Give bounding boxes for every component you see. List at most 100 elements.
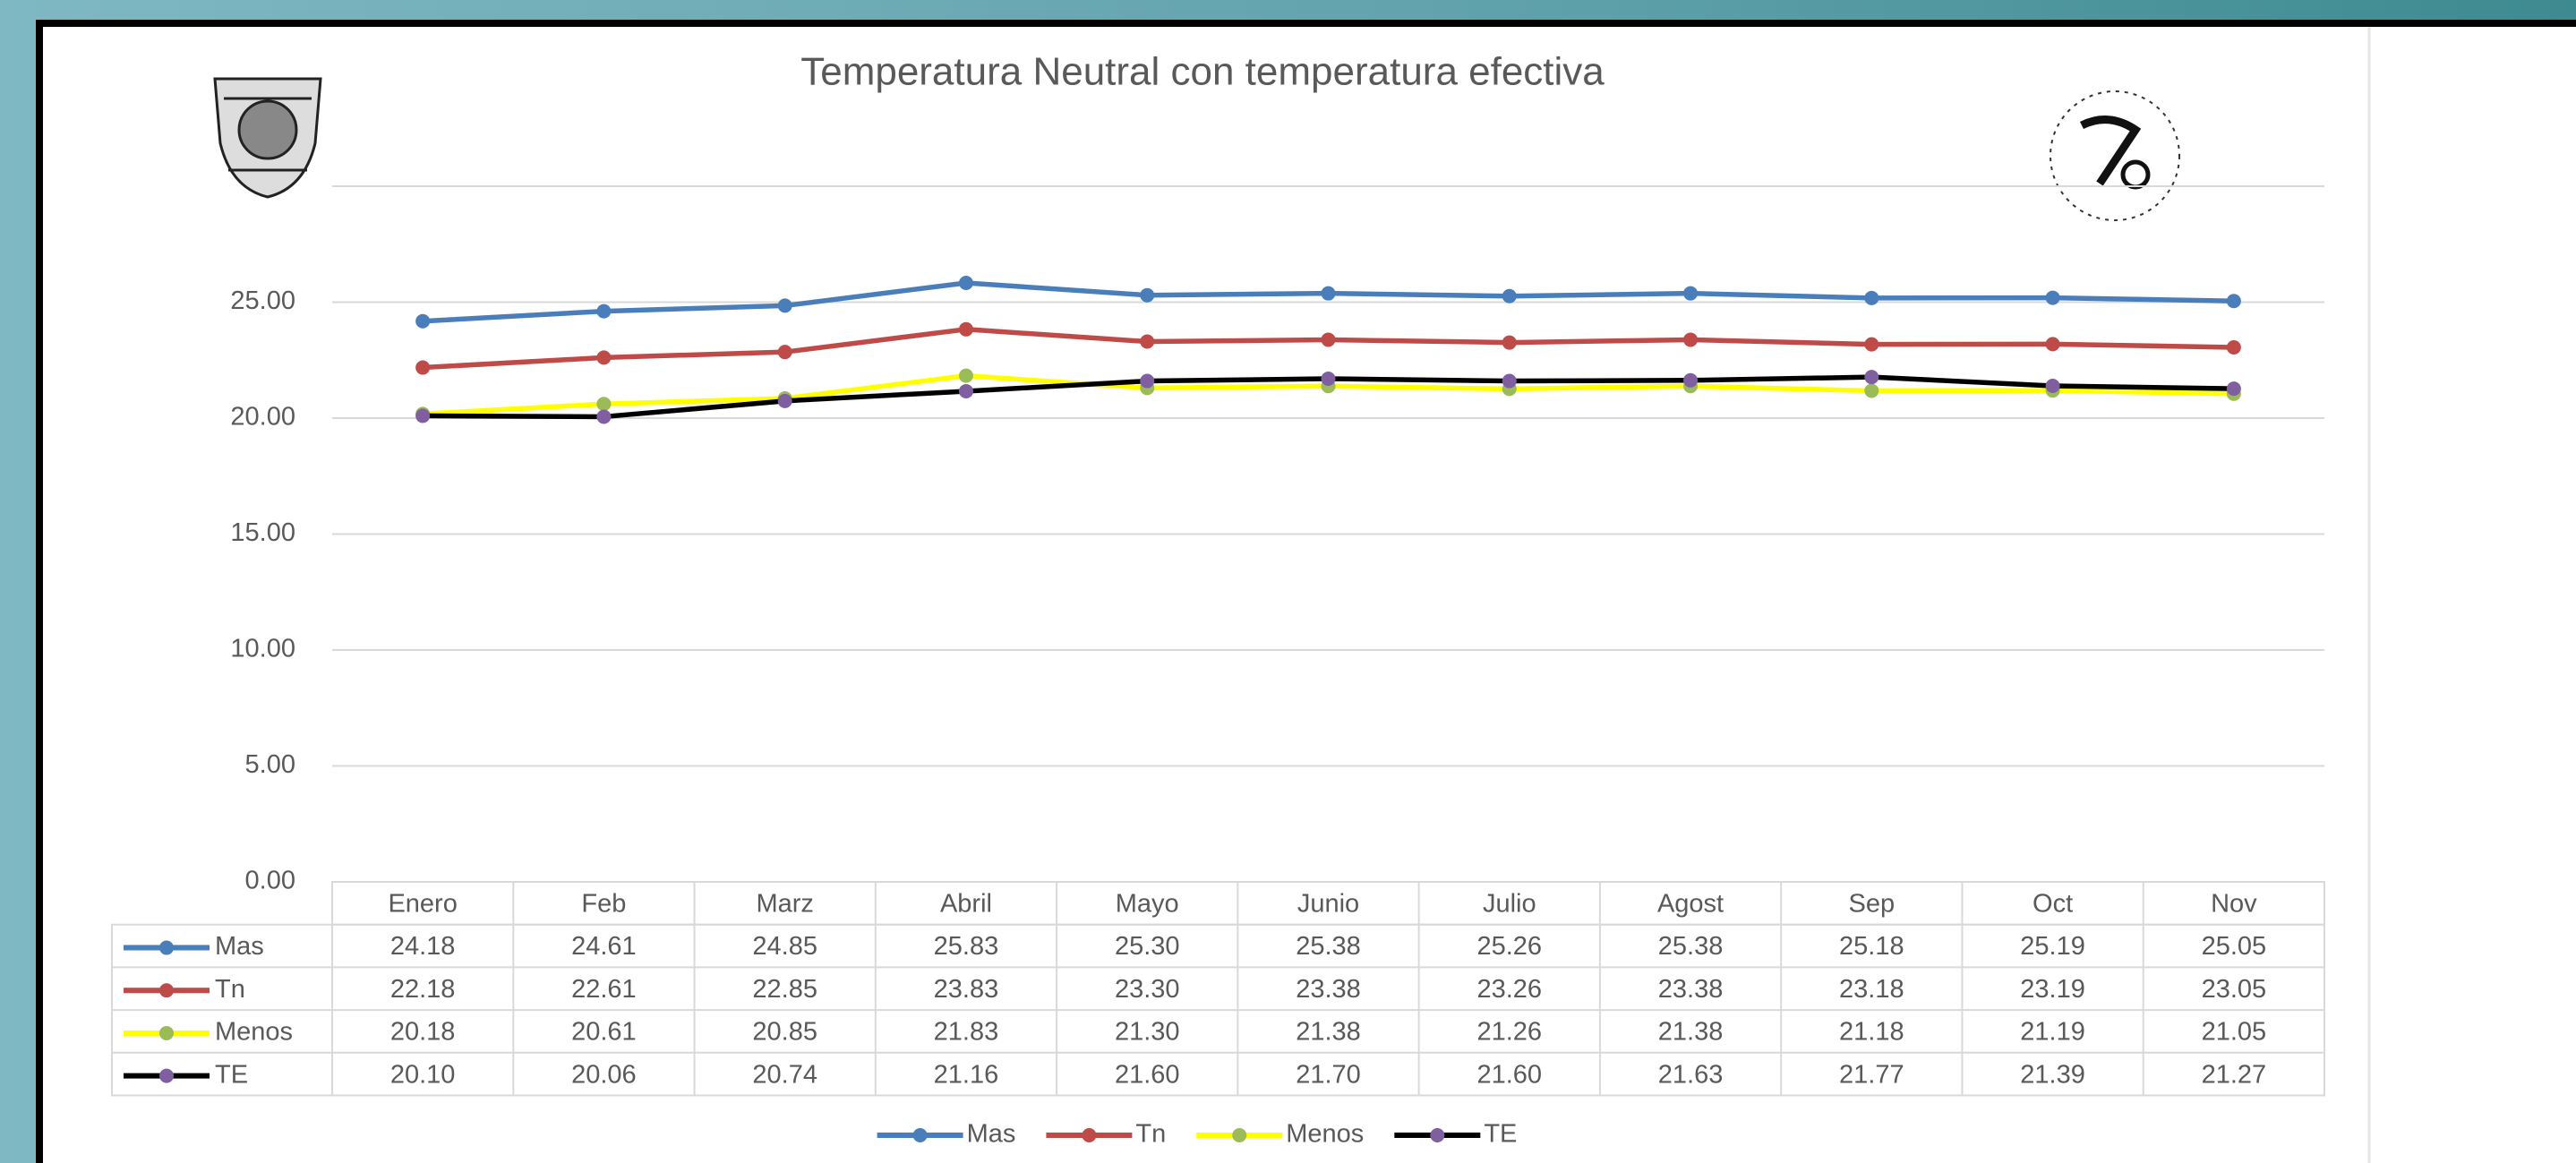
logo-right <box>2045 86 2185 226</box>
legend-key-marker <box>912 1128 928 1142</box>
series-marker <box>777 393 792 408</box>
series-marker <box>1502 288 1517 304</box>
table-value: 24.85 <box>752 932 817 961</box>
x-tick-label: Sep <box>1849 890 1896 919</box>
slide-background <box>43 27 2576 1163</box>
series-marker <box>596 350 612 365</box>
series-marker <box>1683 332 1699 347</box>
series-marker <box>415 313 431 329</box>
series-marker <box>1864 370 1879 385</box>
table-value: 21.60 <box>1115 1060 1180 1089</box>
table-value: 25.83 <box>934 932 999 961</box>
y-tick-label: 20.00 <box>230 403 295 432</box>
table-value: 21.27 <box>2202 1060 2267 1089</box>
table-series-name: Menos <box>215 1018 293 1047</box>
table-value: 25.05 <box>2202 932 2267 961</box>
x-tick-label: Feb <box>581 890 626 919</box>
legend-key-marker <box>1082 1128 1097 1142</box>
table-value: 25.30 <box>1115 932 1180 961</box>
series-marker <box>596 397 612 412</box>
legend-key-marker <box>1232 1128 1247 1142</box>
table-legend-key-marker <box>159 1025 174 1040</box>
table-value: 25.38 <box>1658 932 1724 961</box>
series-marker <box>958 321 973 337</box>
y-tick-label: 25.00 <box>230 286 295 315</box>
table-value: 23.83 <box>934 975 999 1004</box>
table-value: 21.38 <box>1296 1018 1361 1047</box>
chart-title: Temperatura Neutral con temperatura efec… <box>800 50 1605 94</box>
table-value: 21.70 <box>1296 1060 1361 1089</box>
y-tick-label: 0.00 <box>245 867 295 895</box>
legend-label: Menos <box>1286 1120 1364 1149</box>
series-marker <box>2226 381 2241 397</box>
legend-key-marker <box>1430 1128 1445 1142</box>
table-value: 23.30 <box>1115 975 1180 1004</box>
series-marker <box>1140 334 1155 349</box>
series-marker <box>777 345 792 360</box>
table-value: 20.18 <box>390 1018 456 1047</box>
series-marker <box>1502 373 1517 389</box>
table-value: 25.19 <box>2020 932 2085 961</box>
table-value: 23.38 <box>1296 975 1361 1004</box>
table-value: 23.19 <box>2020 975 2085 1004</box>
series-marker <box>1683 286 1699 301</box>
table-value: 21.83 <box>934 1018 999 1047</box>
table-value: 25.26 <box>1476 932 1542 961</box>
table-value: 24.61 <box>571 932 637 961</box>
series-marker <box>958 383 973 398</box>
table-value: 21.77 <box>1839 1060 1904 1089</box>
x-tick-label: Nov <box>2211 890 2257 919</box>
table-series-name: Tn <box>215 975 245 1004</box>
table-value: 22.61 <box>571 975 637 1004</box>
table-value: 24.18 <box>390 932 456 961</box>
series-marker <box>1321 332 1336 347</box>
x-tick-label: Julio <box>1483 890 1536 919</box>
table-value: 22.85 <box>752 975 817 1004</box>
series-marker <box>958 368 973 383</box>
table-value: 21.19 <box>2020 1018 2085 1047</box>
table-value: 20.74 <box>752 1060 817 1089</box>
table-series-name: Mas <box>215 932 264 961</box>
x-tick-label: Junio <box>1297 890 1359 919</box>
series-marker <box>596 409 612 424</box>
table-value: 23.18 <box>1839 975 1904 1004</box>
table-value: 20.06 <box>571 1060 637 1089</box>
x-tick-label: Abril <box>940 890 992 919</box>
series-marker <box>596 304 612 319</box>
y-tick-label: 15.00 <box>230 518 295 547</box>
x-tick-label: Enero <box>388 890 457 919</box>
x-tick-label: Oct <box>2033 890 2073 919</box>
logo-left <box>213 77 322 199</box>
series-marker <box>1321 286 1336 301</box>
legend-label: Tn <box>1135 1120 1166 1149</box>
table-value: 20.10 <box>390 1060 456 1089</box>
table-value: 21.38 <box>1658 1018 1724 1047</box>
table-value: 22.18 <box>390 975 456 1004</box>
y-tick-label: 5.00 <box>245 750 295 779</box>
series-marker <box>1864 337 1879 352</box>
series-marker <box>2045 337 2060 352</box>
table-value: 23.26 <box>1476 975 1542 1004</box>
series-marker <box>1864 290 1879 305</box>
table-value: 21.26 <box>1476 1018 1542 1047</box>
series-marker <box>1321 371 1336 386</box>
table-legend-key-marker <box>159 983 174 998</box>
series-marker <box>415 408 431 423</box>
x-tick-label: Marz <box>756 890 813 919</box>
table-value: 21.30 <box>1115 1018 1180 1047</box>
series-marker <box>1864 383 1879 398</box>
table-value: 21.05 <box>2202 1018 2267 1047</box>
series-marker <box>1683 372 1699 388</box>
table-series-name: TE <box>215 1060 248 1089</box>
table-value: 21.63 <box>1658 1060 1724 1089</box>
table-value: 21.60 <box>1476 1060 1542 1089</box>
table-value: 25.18 <box>1839 932 1904 961</box>
series-marker <box>1502 335 1517 350</box>
table-value: 25.38 <box>1296 932 1361 961</box>
table-value: 21.39 <box>2020 1060 2085 1089</box>
series-marker <box>958 276 973 291</box>
series-marker <box>1140 373 1155 389</box>
table-value: 21.16 <box>934 1060 999 1089</box>
